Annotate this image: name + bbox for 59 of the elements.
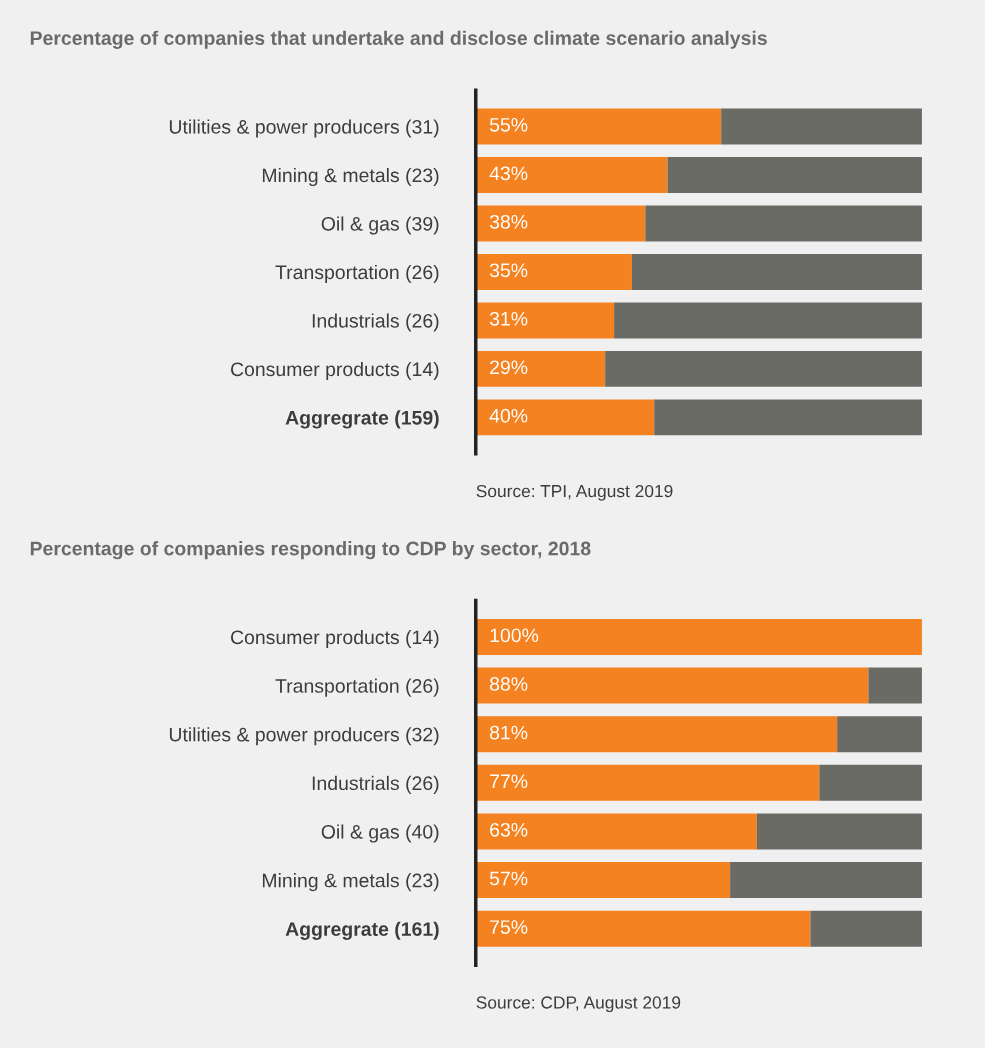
- bar: [475, 813, 757, 850]
- bar: [475, 157, 668, 193]
- bar: [475, 302, 615, 339]
- bar: [810, 910, 922, 947]
- data-label: 43%: [489, 166, 528, 181]
- data-label: 40%: [489, 408, 528, 423]
- data-label: 100%: [490, 628, 539, 643]
- bar: [475, 667, 869, 704]
- data-label: 77%: [490, 774, 528, 788]
- y-tick-label: Consumer products (14): [230, 629, 439, 649]
- bar: [475, 764, 820, 801]
- y-tick-label: Oil & gas (39): [321, 216, 439, 235]
- bar: [756, 813, 922, 850]
- bar: [475, 862, 731, 899]
- y-tick-label: Industrials (26): [312, 313, 439, 332]
- y-tick-label: Consumer products (14): [230, 361, 439, 381]
- y-tick-label: Aggregrate (161): [285, 921, 439, 940]
- bar: [475, 350, 606, 387]
- bar: [868, 667, 922, 704]
- bar: [475, 910, 811, 947]
- bar: [475, 716, 838, 753]
- bar: [667, 157, 922, 193]
- bar: [614, 302, 922, 339]
- data-label: 38%: [489, 214, 528, 229]
- y-tick-label: Mining & metals (23): [262, 167, 439, 187]
- y-tick-label: Utilities & power producers (32): [169, 727, 439, 746]
- bar: [605, 350, 922, 387]
- y-tick-label: Transportation (26): [275, 678, 439, 697]
- bar: [730, 862, 922, 899]
- text: Percentage of companies responding to CDP by sector, 2018: [30, 541, 591, 560]
- data-label: 35%: [489, 263, 528, 278]
- data-label: 75%: [490, 920, 528, 934]
- y-tick-label: Oil & gas (40): [321, 824, 439, 843]
- y-tick-label: Utilities & power producers (31): [169, 119, 439, 138]
- data-label: 88%: [489, 677, 528, 691]
- bar: [631, 254, 922, 290]
- bar: [475, 254, 632, 290]
- y-tick-label: Mining & metals (23): [262, 873, 439, 892]
- data-label: 55%: [489, 118, 528, 132]
- chart-title: Percentage of companies that undertake and disclose climate scenario analysis: [30, 30, 767, 49]
- data-label: 81%: [489, 725, 528, 740]
- bar: [654, 399, 922, 436]
- bar: [645, 205, 922, 242]
- data-label: 29%: [490, 360, 528, 375]
- source-note: Source: TPI, August 2019: [476, 484, 673, 501]
- bar: [475, 108, 722, 145]
- bar: [475, 618, 922, 655]
- bar: [837, 716, 922, 753]
- y-tick-label: Industrials (26): [312, 775, 439, 794]
- y-tick-label: Transportation (26): [275, 264, 439, 284]
- bar: [475, 205, 646, 242]
- source-note: Source: CDP, August 2019: [476, 996, 681, 1013]
- data-label: 31%: [489, 311, 528, 326]
- bar: [475, 399, 655, 436]
- bar: [819, 764, 922, 801]
- bar: [721, 108, 922, 145]
- data-label: 63%: [490, 822, 528, 837]
- y-tick-label: Aggregrate (159): [285, 410, 439, 429]
- data-label: 57%: [489, 871, 528, 886]
